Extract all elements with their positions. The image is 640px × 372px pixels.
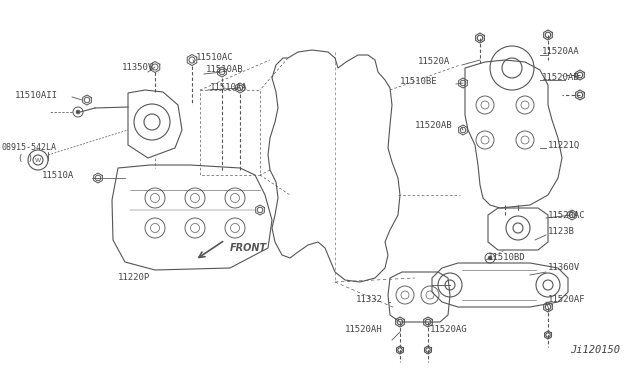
Circle shape bbox=[76, 110, 80, 114]
Text: 11520AA: 11520AA bbox=[542, 48, 580, 57]
Text: 11520AC: 11520AC bbox=[548, 211, 586, 219]
Text: 11510AC: 11510AC bbox=[196, 54, 234, 62]
Text: 11350V: 11350V bbox=[122, 64, 154, 73]
Text: 11510BD: 11510BD bbox=[488, 253, 525, 263]
Text: 11520AB: 11520AB bbox=[415, 121, 452, 129]
Text: 11520AB: 11520AB bbox=[542, 74, 580, 83]
Text: ( ): ( ) bbox=[18, 154, 33, 163]
Text: FRONT: FRONT bbox=[230, 243, 267, 253]
Text: 11510AB: 11510AB bbox=[206, 65, 244, 74]
Text: 11520A: 11520A bbox=[418, 58, 451, 67]
Text: 11360V: 11360V bbox=[548, 263, 580, 273]
Text: 1123B: 1123B bbox=[548, 228, 575, 237]
Text: 11220P: 11220P bbox=[118, 273, 150, 282]
Text: 11510BE: 11510BE bbox=[400, 77, 438, 87]
Text: 11510AII: 11510AII bbox=[15, 90, 58, 99]
Text: 11510A: 11510A bbox=[42, 170, 74, 180]
Text: W: W bbox=[35, 157, 41, 163]
Text: 11221Q: 11221Q bbox=[548, 141, 580, 150]
Text: 11332: 11332 bbox=[356, 295, 383, 305]
Circle shape bbox=[488, 256, 492, 260]
Text: 11520AF: 11520AF bbox=[548, 295, 586, 305]
Text: 11520AH: 11520AH bbox=[345, 326, 383, 334]
Text: Ji120150: Ji120150 bbox=[570, 345, 620, 355]
Text: 08915-542LA: 08915-542LA bbox=[2, 144, 57, 153]
Text: 11510AA: 11510AA bbox=[210, 83, 248, 93]
Text: 11520AG: 11520AG bbox=[430, 326, 468, 334]
